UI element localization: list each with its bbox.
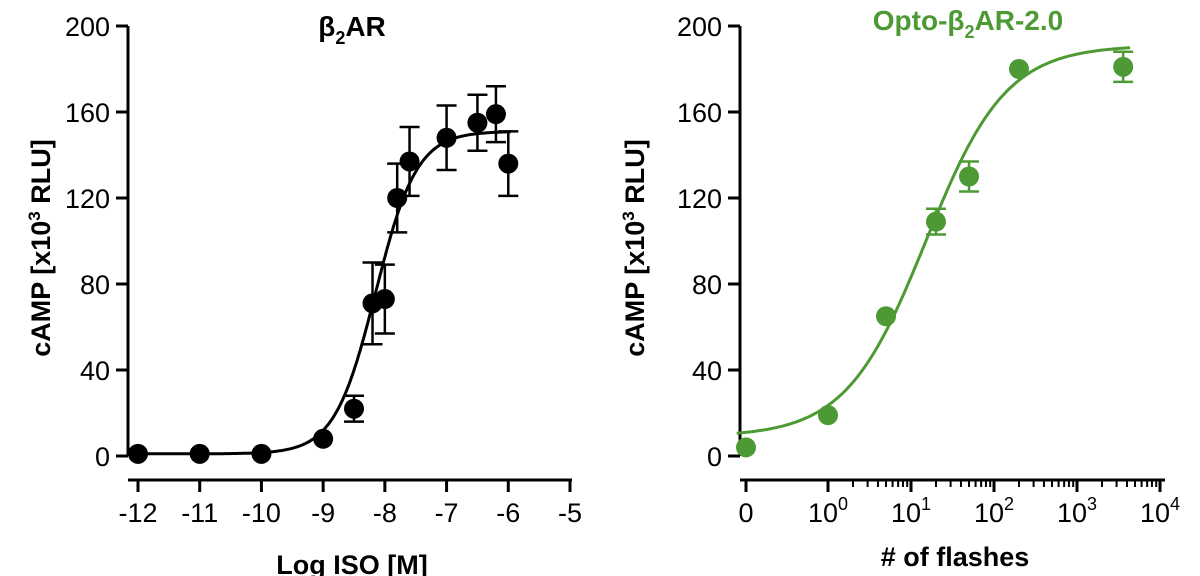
- y-tick-label: 200: [65, 12, 110, 42]
- data-points: [736, 50, 1134, 458]
- data-point: [925, 211, 946, 232]
- y-tick-label: 160: [677, 98, 722, 128]
- data-point: [128, 443, 148, 464]
- data-point: [251, 443, 272, 464]
- data-point: [399, 151, 420, 172]
- x-tick-label: 0: [738, 498, 753, 528]
- x-tick-label: -11: [181, 498, 218, 528]
- y-tick-label: 40: [80, 356, 110, 386]
- y-tick-label: 0: [707, 442, 722, 472]
- x-tick-label: 102: [974, 494, 1014, 528]
- data-points: [128, 84, 519, 464]
- data-point: [498, 153, 519, 174]
- data-point: [313, 428, 334, 449]
- x-tick-label: 103: [1057, 494, 1097, 528]
- data-point: [818, 405, 838, 426]
- y-tick-label: 80: [692, 270, 722, 300]
- y-axis-label: cAMP [x103 RLU]: [619, 139, 650, 357]
- x-tick-label: 101: [891, 494, 931, 528]
- x-tick-label: 104: [1140, 494, 1180, 528]
- chart-title: Opto-β2AR-2.0: [873, 5, 1063, 42]
- y-tick-label: 160: [65, 98, 110, 128]
- x-tick-label: -8: [373, 498, 397, 528]
- y-tick-label: 80: [80, 270, 110, 300]
- chart-b2ar: β2AR cAMP [x103 RLU] Log ISO [M] 0 40 80 12…: [25, 11, 582, 576]
- data-point: [374, 289, 395, 310]
- data-point: [485, 104, 506, 125]
- data-point: [344, 398, 364, 419]
- data-point: [1008, 59, 1029, 79]
- x-tick-label: 100: [808, 494, 848, 528]
- data-point: [467, 112, 488, 133]
- x-tick-label: -9: [311, 498, 335, 528]
- y-ticks: 0 40 80 120 160 200: [677, 12, 740, 472]
- y-tick-label: 40: [692, 356, 722, 386]
- x-ticks: -12 -11 -10 -9 -8 -7 -6 -5: [118, 480, 582, 528]
- data-point: [959, 166, 980, 187]
- y-ticks: 0 40 80 120 160 200: [65, 12, 128, 472]
- y-tick-label: 120: [65, 184, 110, 214]
- y-tick-label: 120: [677, 184, 722, 214]
- data-point: [436, 127, 457, 148]
- x-axis-label: # of flashes: [881, 542, 1030, 572]
- x-tick-label: -7: [435, 498, 459, 528]
- data-point: [1113, 56, 1134, 77]
- x-tick-label: -6: [496, 498, 520, 528]
- fit-curve: [138, 130, 511, 456]
- y-axis-label: cAMP [x103 RLU]: [25, 139, 56, 357]
- data-point: [189, 443, 210, 464]
- y-tick-label: 200: [677, 12, 722, 42]
- x-tick-label: -5: [558, 498, 582, 528]
- chart-opto-b2ar: Opto-β2AR-2.0 cAMP [x103 RLU] # of flash…: [619, 5, 1180, 572]
- data-point: [387, 188, 408, 208]
- y-tick-label: 0: [95, 442, 110, 472]
- chart-title: β2AR: [318, 11, 386, 48]
- data-point: [736, 437, 756, 458]
- x-tick-label: -10: [242, 498, 281, 528]
- x-axis-label: Log ISO [M]: [276, 550, 427, 576]
- data-point: [876, 306, 897, 327]
- x-tick-label: -12: [118, 498, 157, 528]
- x-ticks: 0 100 101 102 103 104: [738, 480, 1180, 528]
- fit-curve: [736, 46, 1131, 435]
